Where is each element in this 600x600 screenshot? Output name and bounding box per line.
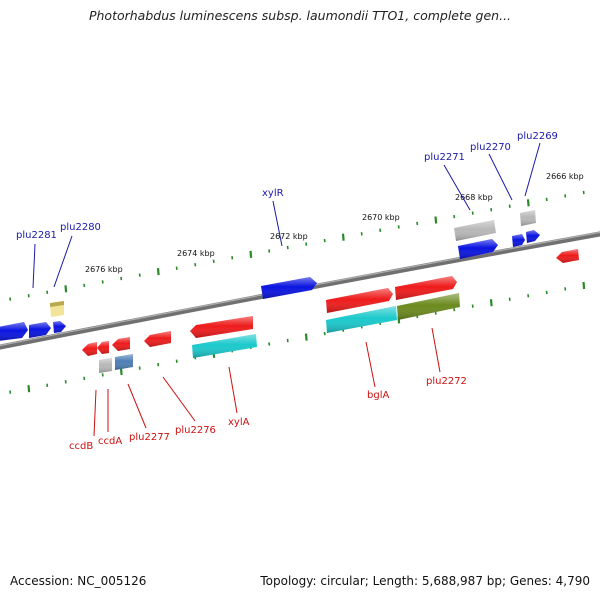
scale-tick (156, 268, 160, 276)
leader-plu2269 (524, 142, 541, 197)
leader-plu2276 (162, 376, 196, 422)
leader-plu2272 (431, 327, 441, 373)
gene-bglA-red[interactable] (326, 288, 393, 313)
forward-features (0, 210, 579, 341)
gene-plu2271[interactable] (458, 239, 498, 259)
gene-plu2280[interactable] (53, 321, 66, 333)
scale-tick (304, 333, 308, 341)
scale-tick (249, 250, 253, 258)
leader-xylR (272, 200, 283, 247)
gene-plu2270[interactable] (512, 234, 525, 247)
leader-xylA (228, 366, 238, 414)
scale-tick (64, 285, 68, 293)
gene-label-xylR[interactable]: xylR (262, 188, 284, 199)
gene-plu2271-gray[interactable] (454, 220, 496, 241)
gene-plu2269[interactable] (526, 230, 540, 243)
gene-label-bglA[interactable]: bglA (367, 390, 389, 401)
gene-plu2277-red[interactable] (112, 337, 130, 351)
gene-label-plu2271[interactable]: plu2271 (424, 152, 465, 163)
scale-ticks-top (9, 190, 585, 301)
genome-summary-text: Topology: circular; Length: 5,688,987 bp… (260, 574, 590, 588)
gene-label-plu2270[interactable]: plu2270 (470, 142, 511, 153)
scale-tick (119, 367, 123, 376)
gene-label-plu2276[interactable]: plu2276 (175, 425, 216, 436)
leader-bglA (365, 341, 376, 388)
scale-label-2672: 2672 kbp (270, 232, 308, 241)
gene-bglA[interactable] (326, 306, 397, 333)
gene-plu2277[interactable] (115, 354, 133, 370)
scale-label-2670: 2670 kbp (362, 213, 400, 222)
gene-label-plu2280[interactable]: plu2280 (60, 222, 101, 233)
gene-xylA[interactable] (192, 334, 257, 358)
scale-tick (27, 385, 31, 393)
gene-plu2269-gray[interactable] (520, 210, 536, 226)
gene-xylA-red[interactable] (190, 316, 253, 338)
gene-label-ccdA[interactable]: ccdA (98, 436, 122, 447)
scale-tick (489, 299, 493, 307)
gene-plu2281-left[interactable] (0, 322, 28, 341)
gene-label-plu2272[interactable]: plu2272 (426, 376, 467, 387)
scale-label-2666: 2666 kbp (546, 172, 584, 181)
leader-plu2277 (127, 383, 147, 429)
gene-label-plu2269[interactable]: plu2269 (517, 131, 558, 142)
map-title: Photorhabdus luminescens subsp. laumondi… (88, 8, 512, 23)
leader-plu2281 (32, 243, 36, 289)
gene-label-xylA[interactable]: xylA (228, 417, 250, 428)
gene-plu2272[interactable] (397, 293, 460, 320)
scale-tick (434, 216, 438, 224)
scale-label-2676: 2676 kbp (85, 265, 123, 274)
scale-tick (526, 199, 530, 207)
scale-label-2674: 2674 kbp (177, 249, 215, 258)
bottom-leader-lines (93, 327, 441, 437)
scale-ticks-bottom (9, 281, 586, 394)
gene-right-red[interactable] (556, 249, 579, 263)
scale-tick (341, 233, 345, 241)
gene-plu2280-marker[interactable] (50, 301, 64, 317)
leader-plu2270 (488, 153, 513, 201)
gene-xylR[interactable] (261, 277, 317, 299)
leader-plu2280 (53, 235, 73, 288)
reverse-features (82, 293, 460, 373)
gene-label-ccdB[interactable]: ccdB (69, 441, 93, 452)
leader-ccdB (93, 389, 97, 437)
gene-ccdA-red[interactable] (97, 341, 109, 354)
gene-plu2281[interactable] (29, 322, 51, 338)
top-leader-lines (32, 142, 541, 289)
leader-plu2271 (443, 164, 471, 211)
scale-label-2668: 2668 kbp (455, 193, 493, 202)
gene-plu2272-red[interactable] (395, 276, 457, 300)
scale-tick (582, 281, 586, 290)
gene-plu2276[interactable] (144, 331, 171, 347)
gene-label-plu2277[interactable]: plu2277 (129, 432, 170, 443)
accession-text: Accession: NC_005126 (10, 574, 147, 588)
gene-ccdB-left-red[interactable] (82, 342, 97, 356)
gene-label-plu2281[interactable]: plu2281 (16, 230, 57, 241)
gene-ccdB[interactable] (99, 358, 112, 373)
